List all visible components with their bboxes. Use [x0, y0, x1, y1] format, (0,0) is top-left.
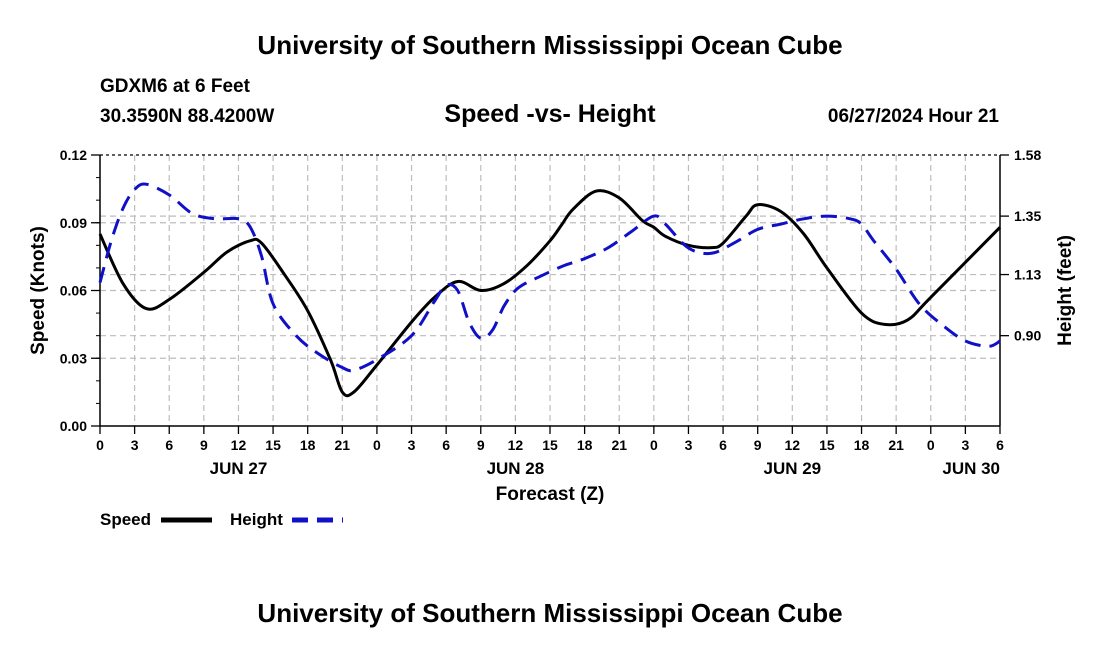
station-label: GDXM6 at 6 Feet	[100, 76, 250, 97]
legend-label-speed: Speed	[100, 510, 151, 529]
x-tick-label: 6	[996, 437, 1004, 453]
y2-tick-label: 1.13	[1014, 267, 1041, 283]
series-line-speed	[98, 189, 1002, 398]
page-title: University of Southern Mississippi Ocean…	[257, 30, 843, 60]
series-line-height	[98, 182, 1001, 373]
y2-tick-label: 0.90	[1014, 328, 1041, 344]
y-tick-label: 0.03	[60, 350, 87, 366]
x-tick-label: 15	[819, 437, 835, 453]
x-tick-label: 0	[927, 437, 935, 453]
x-tick-label: 6	[719, 437, 727, 453]
x-tick-label: 3	[131, 437, 139, 453]
x-tick-label: 3	[961, 437, 969, 453]
date-label: JUN 30	[942, 459, 1000, 478]
y2-tick-label: 1.58	[1014, 147, 1041, 163]
x-tick-label: 18	[577, 437, 593, 453]
x-tick-label: 21	[888, 437, 904, 453]
x-tick-label: 18	[300, 437, 316, 453]
date-label: JUN 27	[210, 459, 268, 478]
legend-label-height: Height	[230, 510, 283, 529]
footer-title: University of Southern Mississippi Ocean…	[257, 598, 843, 628]
date-label: JUN 29	[763, 459, 821, 478]
y-tick-label: 0.06	[60, 283, 87, 299]
x-tick-label: 6	[165, 437, 173, 453]
x-tick-label: 3	[685, 437, 693, 453]
x-tick-label: 12	[508, 437, 524, 453]
x-tick-label: 9	[477, 437, 485, 453]
x-tick-label: 18	[854, 437, 870, 453]
y2-axis-title: Height (feet)	[1055, 235, 1076, 346]
x-tick-label: 9	[754, 437, 762, 453]
y2-tick-label: 1.35	[1014, 208, 1041, 224]
x-tick-label: 15	[542, 437, 558, 453]
y-axis-title: Speed (Knots)	[28, 226, 49, 355]
station-coordinates: 30.3590N 88.4200W	[100, 106, 275, 127]
x-tick-label: 0	[373, 437, 381, 453]
x-tick-label: 12	[785, 437, 801, 453]
chart-subtitle: Speed -vs- Height	[444, 100, 656, 128]
x-tick-label: 3	[408, 437, 416, 453]
x-tick-label: 9	[200, 437, 208, 453]
x-tick-label: 21	[611, 437, 627, 453]
forecast-run-time: 06/27/2024 Hour 21	[827, 106, 999, 127]
y-tick-label: 0.12	[60, 147, 87, 163]
date-label: JUN 28	[487, 459, 545, 478]
x-tick-label: 0	[96, 437, 104, 453]
x-tick-label: 21	[335, 437, 351, 453]
x-axis-title: Forecast (Z)	[496, 484, 605, 505]
y-tick-label: 0.09	[60, 215, 87, 231]
x-tick-label: 15	[265, 437, 281, 453]
x-tick-label: 0	[650, 437, 658, 453]
x-tick-label: 6	[442, 437, 450, 453]
x-tick-label: 12	[231, 437, 247, 453]
y-tick-label: 0.00	[60, 418, 87, 434]
